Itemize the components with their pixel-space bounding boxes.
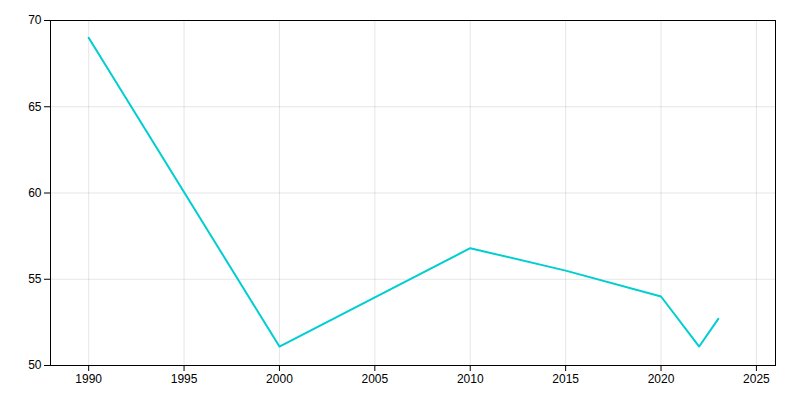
svg-text:1995: 1995 xyxy=(171,372,198,386)
svg-text:60: 60 xyxy=(28,186,42,200)
svg-text:2020: 2020 xyxy=(648,372,675,386)
svg-text:2005: 2005 xyxy=(361,372,388,386)
svg-text:50: 50 xyxy=(28,358,42,372)
svg-text:1990: 1990 xyxy=(75,372,102,386)
svg-text:65: 65 xyxy=(28,100,42,114)
svg-text:70: 70 xyxy=(28,13,42,27)
svg-text:55: 55 xyxy=(28,272,42,286)
svg-text:2000: 2000 xyxy=(266,372,293,386)
svg-text:2010: 2010 xyxy=(457,372,484,386)
svg-text:2015: 2015 xyxy=(552,372,579,386)
svg-text:2025: 2025 xyxy=(743,372,770,386)
